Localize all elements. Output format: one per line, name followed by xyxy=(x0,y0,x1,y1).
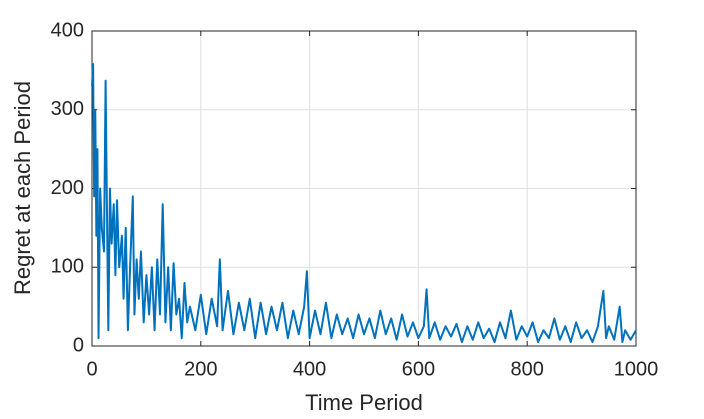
y-tick-label: 300 xyxy=(51,98,84,120)
x-tick-label: 800 xyxy=(511,358,544,380)
y-tick-label: 0 xyxy=(73,334,84,356)
data-line xyxy=(91,63,637,344)
x-tick-label: 1000 xyxy=(614,358,659,380)
y-tick-label: 400 xyxy=(51,19,84,41)
y-tick-label: 100 xyxy=(51,256,84,278)
y-tick-label: 200 xyxy=(51,177,84,199)
x-axis-label: Time Period xyxy=(305,390,423,415)
x-tick-label: 200 xyxy=(184,358,217,380)
x-tick-label: 0 xyxy=(86,358,97,380)
y-axis-label: Regret at each Period xyxy=(10,81,35,295)
axes-box xyxy=(91,30,637,347)
x-tick-label: 600 xyxy=(402,358,435,380)
x-tick-label: 400 xyxy=(293,358,326,380)
